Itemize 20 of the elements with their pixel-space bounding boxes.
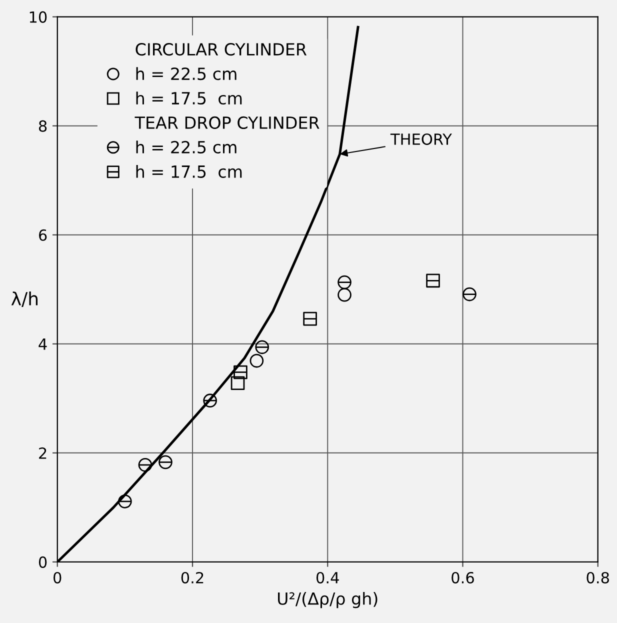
annotation: CIRCULAR CYLINDER: [136, 43, 307, 56]
y-tick-label: 10: [30, 11, 47, 23]
x-tick-label: 0.8: [586, 572, 609, 584]
x-tick-label: 0: [54, 572, 62, 584]
annotation: TEAR DROP CYLINDER: [134, 116, 320, 130]
legend-label: h = 22.5 cm: [136, 67, 236, 80]
y-tick-label: 4: [38, 338, 47, 350]
x-tick-label: 0.6: [452, 572, 474, 584]
x-tick-label: 0.2: [181, 572, 204, 584]
legend-label: h = 22.5 cm: [136, 140, 236, 154]
annotation: THEORY: [390, 133, 452, 145]
y-tick-label: 2: [39, 447, 46, 459]
y-axis-title: λ/h: [11, 292, 38, 307]
y-tick-label: 6: [39, 229, 47, 241]
x-tick-label: 0.4: [316, 572, 339, 584]
y-tick-label: 8: [38, 120, 47, 132]
x-axis-title: U²/(Δρ/ρ gh): [278, 592, 378, 608]
legend-label: h = 17.5 cm: [136, 92, 242, 105]
y-tick-label: 0: [38, 556, 47, 568]
legend-label: h = 17.5 cm: [136, 165, 242, 178]
